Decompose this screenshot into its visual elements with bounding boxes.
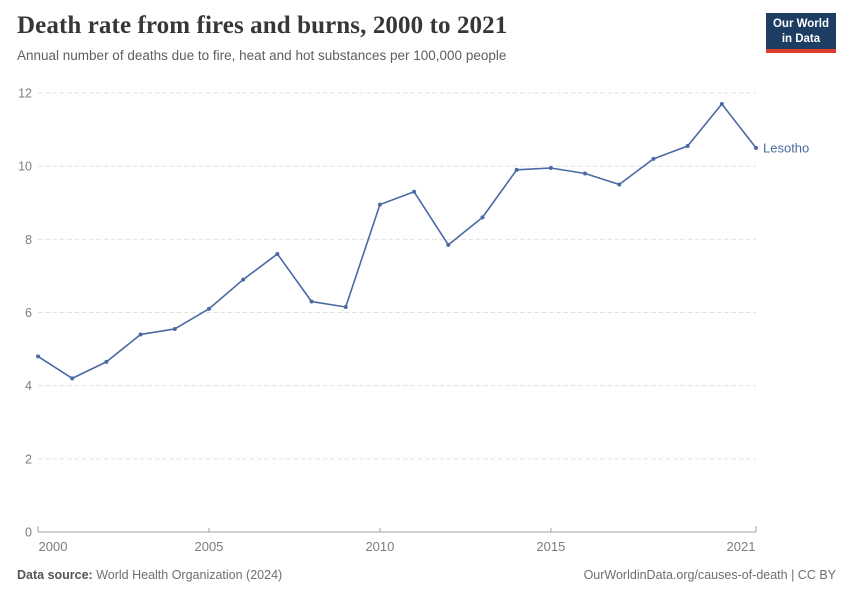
data-point-lesotho-2005[interactable] — [206, 306, 211, 311]
data-point-lesotho-2012[interactable] — [446, 242, 451, 247]
x-axis-label-2021: 2021 — [727, 539, 756, 554]
data-source-value: World Health Organization (2024) — [92, 568, 283, 582]
data-point-lesotho-2001[interactable] — [70, 376, 75, 381]
data-source-label: Data source: — [17, 568, 93, 582]
data-point-lesotho-2016[interactable] — [583, 171, 588, 176]
data-point-lesotho-2011[interactable] — [412, 189, 417, 194]
data-point-lesotho-2010[interactable] — [377, 202, 382, 207]
data-point-lesotho-2002[interactable] — [104, 359, 109, 364]
data-point-lesotho-2019[interactable] — [685, 144, 690, 149]
x-axis-label-2010: 2010 — [365, 539, 394, 554]
chart-footer: Data source: World Health Organization (… — [17, 568, 836, 582]
y-axis-label-8: 8 — [25, 233, 32, 247]
data-point-lesotho-2004[interactable] — [172, 326, 177, 331]
data-point-lesotho-2018[interactable] — [651, 156, 656, 161]
data-point-lesotho-2014[interactable] — [514, 167, 519, 172]
data-point-lesotho-2017[interactable] — [617, 182, 622, 187]
data-point-lesotho-2003[interactable] — [138, 332, 143, 337]
y-axis-label-4: 4 — [25, 379, 32, 393]
series-end-label-lesotho[interactable]: Lesotho — [763, 140, 809, 155]
data-point-lesotho-2008[interactable] — [309, 299, 314, 304]
data-point-lesotho-2009[interactable] — [343, 305, 348, 310]
data-point-lesotho-2015[interactable] — [548, 165, 553, 170]
y-axis-label-0: 0 — [25, 526, 32, 540]
data-point-lesotho-2007[interactable] — [275, 251, 280, 256]
series-line-lesotho[interactable] — [37, 103, 757, 380]
owid-logo: Our World in Data — [765, 13, 836, 54]
data-point-lesotho-2006[interactable] — [241, 277, 246, 282]
y-axis-label-6: 6 — [25, 306, 32, 320]
x-axis-label-2015: 2015 — [536, 539, 565, 554]
chart-title: Death rate from fires and burns, 2000 to… — [17, 12, 508, 39]
credit-line: OurWorldinData.org/causes-of-death | CC … — [583, 568, 836, 582]
y-axis-label-10: 10 — [18, 160, 32, 174]
y-axis-label-12: 12 — [18, 87, 32, 101]
x-axis-label-2000: 2000 — [39, 539, 68, 554]
owid-logo-line2: in Data — [781, 32, 821, 45]
chart-subtitle: Annual number of deaths due to fire, hea… — [17, 48, 507, 63]
data-point-lesotho-2000[interactable] — [36, 354, 40, 359]
owid-logo-line1: Our World — [772, 18, 829, 30]
x-axis-label-2005: 2005 — [194, 539, 223, 554]
data-point-lesotho-2013[interactable] — [480, 215, 485, 220]
line-chart-canvas[interactable]: 0 2 4 6 8 10 12 2000 2005 2010 2015 2021 Lesotho — [0, 76, 850, 564]
y-axis-label-2: 2 — [25, 452, 32, 466]
data-point-lesotho-2020[interactable] — [719, 101, 724, 106]
data-source: Data source: World Health Organization (… — [17, 568, 282, 582]
data-point-lesotho-2021[interactable] — [754, 145, 758, 150]
